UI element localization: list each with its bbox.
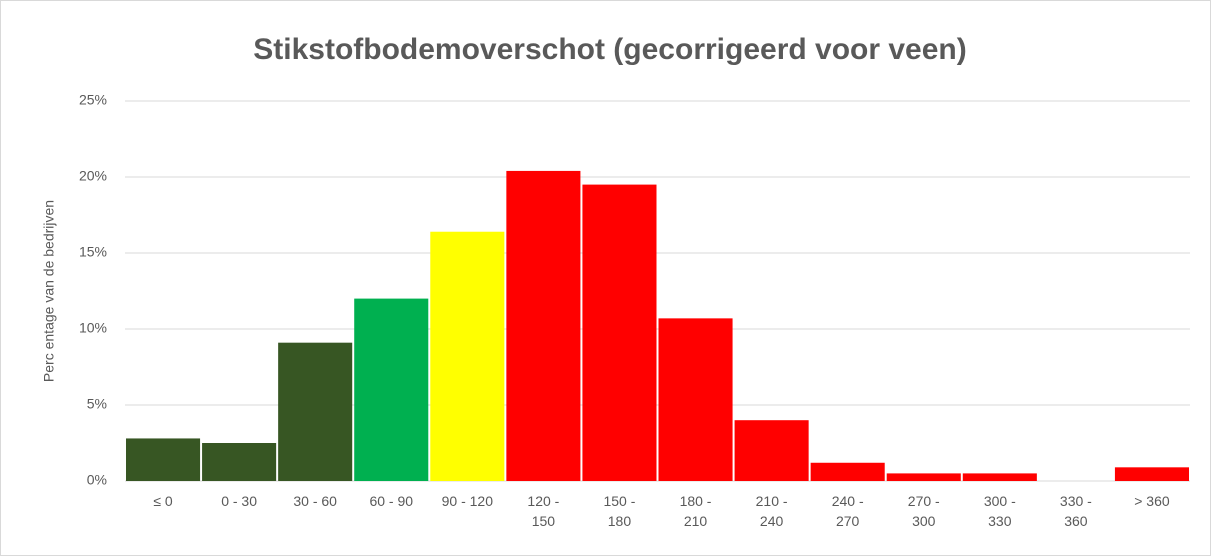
x-tick-label: 180 - 210 [679, 493, 712, 529]
bar [810, 462, 885, 481]
bar [354, 298, 429, 481]
x-tick-label: 0 - 30 [221, 493, 257, 509]
bar [658, 318, 733, 481]
y-tick-label: 25% [79, 92, 107, 108]
y-tick-label: 0% [87, 472, 107, 488]
x-tick-label: ≤ 0 [153, 493, 173, 509]
x-tick-label: 150 - 180 [603, 493, 636, 529]
bar [886, 473, 961, 481]
bar [126, 438, 201, 481]
x-tick-label: 330 - 360 [1059, 493, 1092, 529]
bar [202, 443, 277, 481]
x-tick-label: 60 - 90 [369, 493, 414, 509]
x-tick-label: 90 - 120 [441, 493, 493, 509]
x-tick-label: 210 - 240 [755, 493, 788, 529]
bar [278, 342, 353, 481]
x-tick-label: 270 - 300 [907, 493, 940, 529]
x-tick-label: 30 - 60 [293, 493, 337, 509]
y-axis-label: Perc entage van de bedrijven [41, 200, 57, 382]
bar [734, 420, 809, 481]
bar [430, 231, 505, 481]
bar [582, 184, 657, 481]
bar [962, 473, 1037, 481]
x-tick-label: 240 - 270 [831, 493, 864, 529]
y-tick-label: 10% [79, 320, 107, 336]
x-tick-label: 120 - 150 [527, 493, 560, 529]
y-tick-label: 15% [79, 244, 107, 260]
bar [506, 170, 581, 482]
bar [1114, 467, 1189, 481]
y-tick-label: 5% [87, 396, 107, 412]
x-tick-label: > 360 [1134, 493, 1170, 509]
x-tick-label: 300 - 330 [983, 493, 1016, 529]
chart-title: Stikstofbodemoverschot (gecorrigeerd voo… [253, 33, 967, 66]
y-tick-label: 20% [79, 168, 107, 184]
